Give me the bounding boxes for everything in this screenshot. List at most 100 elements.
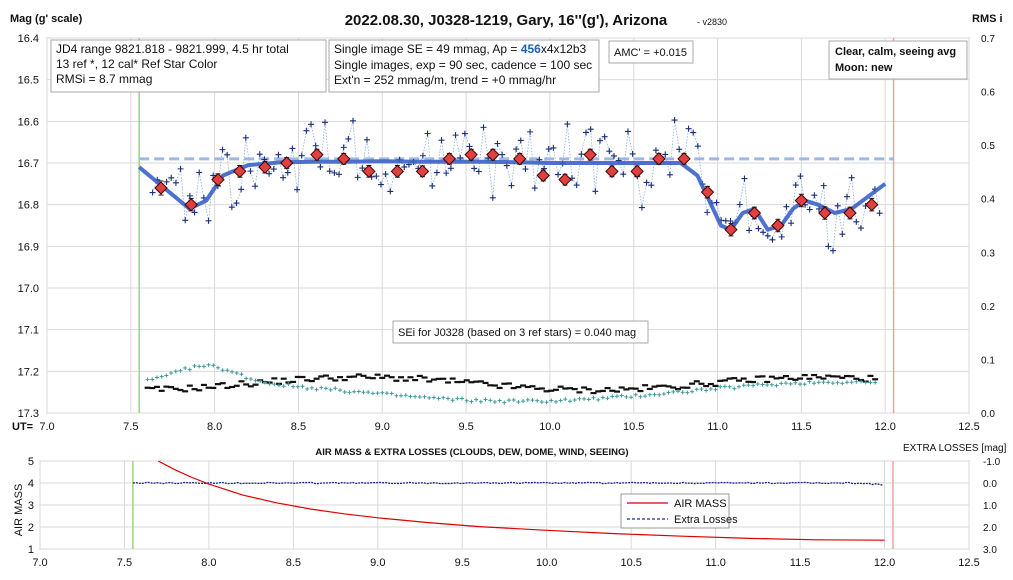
ref-star-point bbox=[187, 367, 192, 372]
amc-box bbox=[608, 40, 694, 64]
single-image-point bbox=[690, 129, 697, 136]
ref-star-point bbox=[215, 365, 220, 370]
single-image-point bbox=[764, 232, 771, 239]
ref-star-point bbox=[553, 399, 558, 404]
ref-star-point bbox=[154, 375, 159, 380]
single-image-point bbox=[242, 134, 249, 141]
binned-point bbox=[280, 156, 294, 170]
ref-star-point bbox=[267, 381, 272, 386]
x-tick-10: 12.0 bbox=[874, 421, 895, 433]
single-image-point bbox=[363, 136, 370, 143]
lower-x-tick-0: 7.0 bbox=[32, 557, 47, 569]
airmass-series bbox=[132, 460, 885, 541]
rms-point bbox=[177, 388, 184, 392]
ref-star-point bbox=[145, 377, 150, 382]
ref-star-point bbox=[657, 392, 662, 397]
ref-star-point bbox=[577, 396, 582, 401]
y-axis-label: Mag (g' scale) bbox=[10, 13, 83, 25]
rms-point bbox=[736, 379, 743, 382]
ref-star-point bbox=[314, 387, 319, 392]
rms-point bbox=[205, 386, 212, 389]
rms-point bbox=[304, 379, 311, 382]
rms-point bbox=[224, 386, 231, 390]
single-image-point bbox=[741, 175, 748, 182]
ref-star-point bbox=[370, 391, 375, 396]
rms-point bbox=[552, 388, 559, 391]
binned-point bbox=[513, 152, 527, 166]
rms-point bbox=[543, 390, 550, 393]
ref-star-point bbox=[417, 395, 422, 400]
rms-point bbox=[529, 385, 536, 388]
rms-point bbox=[754, 375, 761, 378]
rms-point bbox=[459, 380, 466, 384]
x-tick-6: 10.0 bbox=[539, 421, 560, 433]
single-image-point bbox=[177, 165, 184, 172]
ref-star-point bbox=[150, 377, 155, 382]
rms-point bbox=[186, 384, 193, 387]
ref-star-point bbox=[727, 384, 732, 389]
single-image-point bbox=[266, 170, 273, 177]
rms-point bbox=[806, 377, 813, 380]
ref-star-point bbox=[352, 389, 357, 394]
ref-star-point bbox=[441, 395, 446, 400]
ref-star-point bbox=[568, 399, 573, 404]
single-image-point bbox=[788, 220, 795, 227]
binned-point bbox=[258, 160, 272, 174]
rms-point bbox=[313, 377, 320, 380]
single-image-point bbox=[624, 128, 631, 135]
single-image-point bbox=[252, 183, 259, 190]
rms-point bbox=[820, 377, 827, 380]
ref-star-point bbox=[248, 377, 253, 382]
ref-star-point bbox=[821, 380, 826, 385]
ref-star-point bbox=[690, 389, 695, 394]
rms-point bbox=[712, 384, 719, 387]
info-box-2-line-2: Single images, exp = 90 sec, cadence = 1… bbox=[334, 58, 592, 72]
single-image-point bbox=[373, 173, 380, 180]
single-image-point bbox=[825, 243, 832, 250]
rms-point bbox=[524, 385, 531, 389]
ref-star-point bbox=[206, 362, 211, 367]
ref-star-point bbox=[708, 386, 713, 391]
binned-point bbox=[605, 164, 619, 179]
rms-point bbox=[628, 387, 635, 390]
ref-star-point bbox=[675, 389, 680, 394]
single-image-point bbox=[205, 217, 212, 224]
rms-point bbox=[684, 386, 691, 389]
rms-point bbox=[585, 388, 592, 391]
x-tick-4: 9.0 bbox=[375, 421, 390, 433]
ref-star-point bbox=[680, 390, 685, 395]
ref-star-point bbox=[201, 364, 206, 369]
binned-point bbox=[677, 152, 691, 166]
x-tick-0: 7.0 bbox=[39, 421, 54, 433]
rms-point bbox=[576, 391, 583, 394]
rms-point bbox=[581, 386, 588, 389]
ref-star-point bbox=[610, 394, 615, 399]
single-image-point bbox=[839, 231, 846, 238]
binned-point bbox=[154, 181, 168, 195]
rms-point bbox=[491, 384, 498, 387]
air-mass-line bbox=[157, 460, 885, 541]
ref-star-point bbox=[483, 397, 488, 402]
ref-star-point bbox=[826, 380, 831, 385]
binned-point bbox=[818, 206, 832, 220]
ref-star-point bbox=[633, 392, 638, 397]
binned-point bbox=[310, 147, 324, 162]
rms-point bbox=[843, 374, 850, 378]
binned-point bbox=[724, 222, 738, 237]
ref-star-point bbox=[816, 380, 821, 385]
info-box-2-line-3: Ext'n = 252 mmag/m, trend = +0 mmag/hr bbox=[334, 73, 556, 87]
single-image-point bbox=[857, 225, 864, 232]
rms-point bbox=[764, 380, 771, 384]
ref-star-point bbox=[666, 390, 671, 395]
single-image-point bbox=[443, 170, 450, 177]
single-image-point bbox=[186, 192, 193, 199]
binned-point bbox=[630, 164, 644, 179]
y-tick-5: 16.9 bbox=[18, 241, 39, 253]
rms-point bbox=[355, 373, 362, 376]
single-image-point bbox=[429, 182, 436, 189]
single-image-point bbox=[736, 201, 743, 208]
single-image-point bbox=[419, 152, 426, 159]
chart-title: 2022.08.30, J0328-1219, Gary, 16''(g'), … bbox=[345, 12, 668, 29]
rms-point bbox=[782, 375, 789, 378]
rms-point bbox=[426, 380, 433, 383]
